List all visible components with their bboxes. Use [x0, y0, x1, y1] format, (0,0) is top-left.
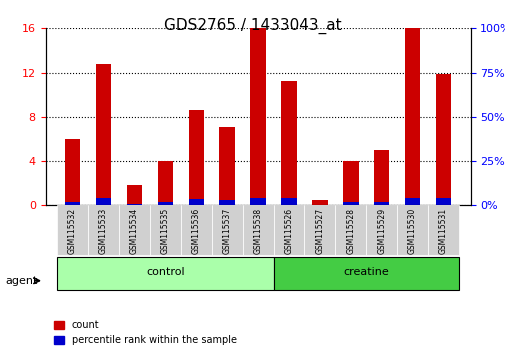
- Bar: [304, 205, 335, 255]
- Bar: [219, 127, 234, 205]
- Text: creatine: creatine: [343, 267, 388, 276]
- Bar: [180, 205, 211, 255]
- Bar: [65, 139, 80, 205]
- Text: GSM115534: GSM115534: [130, 208, 139, 254]
- Text: GSM115526: GSM115526: [284, 208, 293, 254]
- Bar: [404, 28, 420, 205]
- Bar: [149, 205, 180, 255]
- Bar: [219, 200, 234, 205]
- Text: GSM115535: GSM115535: [161, 208, 170, 254]
- Text: GDS2765 / 1433043_at: GDS2765 / 1433043_at: [164, 18, 341, 34]
- Bar: [342, 202, 358, 205]
- Text: GSM115531: GSM115531: [438, 208, 447, 254]
- Bar: [335, 205, 366, 255]
- Text: GSM115529: GSM115529: [376, 208, 385, 254]
- Bar: [435, 198, 450, 205]
- Text: control: control: [146, 267, 184, 276]
- Bar: [281, 81, 296, 205]
- Bar: [188, 110, 204, 205]
- Bar: [427, 205, 458, 255]
- Bar: [88, 205, 119, 255]
- Bar: [373, 150, 389, 205]
- Bar: [95, 198, 111, 205]
- Bar: [396, 205, 427, 255]
- Bar: [211, 205, 242, 255]
- Text: agent: agent: [5, 276, 37, 286]
- Bar: [250, 28, 265, 205]
- Bar: [273, 257, 458, 290]
- Bar: [57, 205, 88, 255]
- Bar: [126, 185, 142, 205]
- Bar: [57, 257, 273, 290]
- Text: GSM115528: GSM115528: [345, 208, 355, 254]
- Bar: [281, 198, 296, 205]
- Text: GSM115538: GSM115538: [253, 208, 262, 254]
- Bar: [95, 64, 111, 205]
- Bar: [373, 201, 389, 205]
- Bar: [273, 205, 304, 255]
- Bar: [119, 205, 149, 255]
- Bar: [404, 198, 420, 205]
- Text: GSM115536: GSM115536: [191, 208, 200, 254]
- Bar: [157, 161, 173, 205]
- Text: GSM115537: GSM115537: [222, 208, 231, 254]
- Text: GSM115533: GSM115533: [99, 208, 108, 254]
- Legend: count, percentile rank within the sample: count, percentile rank within the sample: [50, 316, 240, 349]
- Bar: [65, 202, 80, 205]
- Bar: [188, 199, 204, 205]
- Bar: [312, 200, 327, 205]
- Bar: [342, 161, 358, 205]
- Text: GSM115532: GSM115532: [68, 208, 77, 254]
- Bar: [250, 198, 265, 205]
- Text: GSM115530: GSM115530: [408, 208, 416, 254]
- Bar: [366, 205, 396, 255]
- Bar: [157, 202, 173, 205]
- Bar: [435, 74, 450, 205]
- Bar: [242, 205, 273, 255]
- Text: GSM115527: GSM115527: [315, 208, 324, 254]
